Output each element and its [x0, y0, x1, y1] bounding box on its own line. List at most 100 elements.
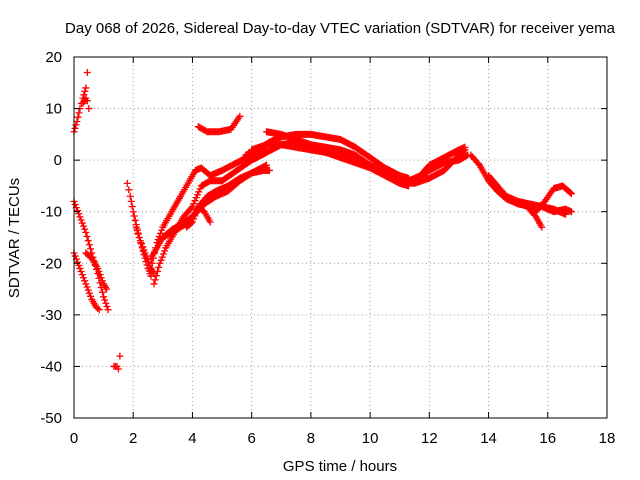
track-late-a — [405, 143, 469, 185]
data-point — [83, 97, 91, 105]
data-point — [148, 259, 156, 267]
data-point — [566, 189, 574, 197]
data-point — [116, 352, 124, 360]
data-point — [187, 219, 195, 227]
data-point — [567, 208, 575, 216]
data-point — [85, 241, 93, 249]
data-point — [187, 204, 195, 212]
data-point — [78, 271, 86, 279]
data-point — [132, 223, 140, 231]
data-point — [158, 253, 166, 261]
data-point — [192, 209, 200, 217]
data-point — [206, 218, 214, 226]
data-point — [84, 286, 92, 294]
data-point — [134, 230, 142, 238]
y-axis-label: SDTVAR / TECUs — [6, 178, 23, 298]
data-point — [141, 249, 149, 257]
x-tick-label: 4 — [188, 430, 196, 447]
data-point — [81, 225, 89, 233]
chart-title: Day 068 of 2026, Sidereal Day-to-day VTE… — [65, 20, 616, 37]
track-short-a — [183, 203, 214, 231]
data-point — [104, 306, 112, 314]
data-point — [145, 258, 153, 266]
data-point — [188, 218, 196, 226]
data-point — [76, 213, 84, 221]
data-point — [156, 259, 164, 267]
data-point — [156, 229, 164, 237]
x-axis: 0 2 4 6 8 10 12 14 16 18 — [70, 57, 616, 447]
data-point — [85, 289, 93, 297]
data-point — [83, 232, 91, 240]
data-point — [127, 197, 135, 205]
data-point — [74, 207, 82, 215]
data-point — [125, 186, 133, 194]
data-point — [236, 112, 244, 120]
data-point — [74, 258, 82, 266]
data-point — [135, 234, 143, 241]
y-tick-label: 0 — [54, 152, 62, 169]
data-point — [94, 304, 102, 312]
data-point — [79, 274, 87, 282]
y-axis: -50 -40 -30 -20 -10 0 10 20 — [40, 49, 607, 427]
track-mid-d — [262, 128, 472, 185]
data-point — [81, 87, 89, 95]
data-point — [95, 306, 103, 314]
data-point — [71, 252, 79, 260]
data-point — [84, 237, 92, 245]
track-hook-early — [79, 94, 93, 113]
track-short-b — [194, 112, 244, 136]
data-point — [151, 276, 159, 284]
track-fall-c — [82, 249, 111, 293]
data-point — [152, 272, 160, 280]
data-point — [129, 208, 137, 216]
data-point — [159, 250, 167, 258]
data-point — [147, 264, 155, 272]
data-point — [71, 124, 79, 132]
data-point — [81, 277, 89, 285]
x-tick-label: 8 — [307, 430, 315, 447]
y-tick-label: -50 — [40, 410, 62, 427]
data-point — [87, 292, 95, 300]
x-tick-label: 14 — [480, 430, 497, 447]
data-point — [139, 243, 147, 251]
x-tick-label: 12 — [421, 430, 438, 447]
x-tick-label: 0 — [70, 430, 78, 447]
data-point — [76, 264, 84, 272]
data-point — [190, 215, 198, 223]
data-point — [131, 216, 139, 224]
data-point — [265, 166, 273, 174]
data-point — [78, 219, 86, 227]
data-point — [191, 212, 199, 220]
data-point — [101, 296, 109, 304]
data-point — [82, 228, 90, 236]
x-tick-label: 6 — [247, 430, 255, 447]
data-point — [567, 190, 575, 198]
x-tick-label: 16 — [539, 430, 556, 447]
data-point — [150, 280, 158, 288]
data-point — [157, 256, 165, 264]
data-point — [98, 288, 106, 296]
y-tick-label: -30 — [40, 307, 62, 324]
data-point — [94, 264, 102, 272]
y-tick-label: 10 — [45, 101, 62, 118]
data-point — [103, 302, 111, 310]
x-tick-label: 18 — [599, 430, 616, 447]
data-point — [133, 227, 141, 235]
data-point — [114, 365, 122, 373]
x-tick-label: 10 — [362, 430, 379, 447]
data-point — [128, 203, 136, 211]
data-point — [85, 105, 93, 113]
data-point — [154, 268, 162, 276]
x-tick-label: 2 — [129, 430, 137, 447]
track-late-d — [499, 192, 546, 231]
data-point — [83, 68, 91, 76]
data-point — [87, 245, 95, 253]
data-point — [73, 117, 81, 125]
data-point — [143, 255, 151, 263]
data-point — [74, 113, 82, 121]
data-point — [71, 200, 79, 208]
data-point — [161, 247, 169, 255]
data-point — [95, 268, 103, 276]
y-tick-label: -10 — [40, 204, 62, 221]
